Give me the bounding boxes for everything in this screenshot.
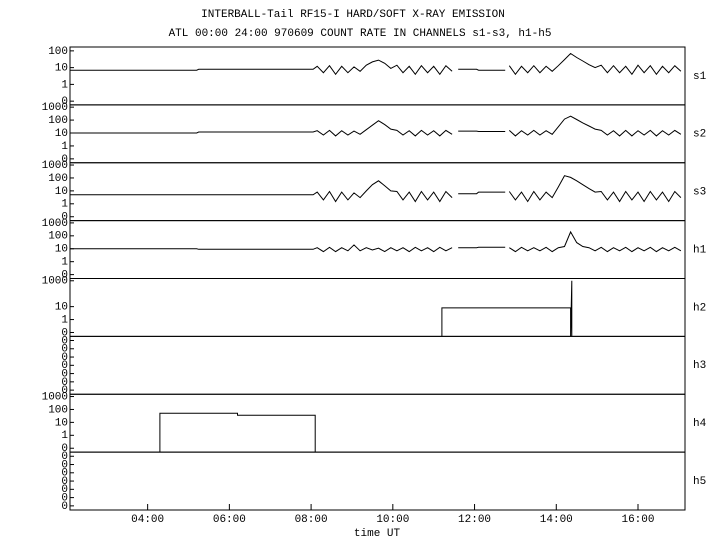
y-tick-label: 1 [61, 430, 68, 442]
panel-label: s2 [693, 129, 706, 141]
y-tick-label: 1000 [42, 102, 68, 114]
y-tick-label: 1000 [42, 218, 68, 230]
data-line [70, 52, 682, 76]
chart-title: INTERBALL-Tail RF15-I HARD/SOFT X-RAY EM… [201, 9, 505, 21]
x-tick-label: 16:00 [621, 514, 654, 526]
y-tick-label: 10 [55, 302, 68, 314]
y-tick-label: 0 [61, 476, 68, 488]
y-tick-label: 100 [48, 173, 68, 185]
y-tick-label: 0 [61, 270, 68, 282]
panel-frame [69, 278, 686, 337]
y-tick-label: 100 [48, 231, 68, 243]
y-tick-label: 1 [61, 314, 68, 326]
y-tick-label: 10 [55, 186, 68, 198]
x-tick-label: 04:00 [131, 514, 164, 526]
panel-label: h2 [693, 302, 706, 314]
y-tick-label: 1000 [42, 276, 68, 288]
y-tick-label: 0 [61, 327, 68, 339]
panel-label: h4 [693, 418, 707, 430]
y-tick-label: 10 [55, 128, 68, 140]
panel-frame [69, 393, 686, 453]
y-tick-label: 100 [48, 404, 68, 416]
panel-label: s1 [693, 71, 707, 83]
panel-label: s3 [693, 187, 706, 199]
x-tick-label: 08:00 [295, 514, 328, 526]
data-line [159, 412, 316, 453]
y-tick-label: 0 [61, 344, 68, 356]
y-tick-label: 0 [61, 468, 68, 480]
y-tick-label: 100 [48, 46, 68, 58]
y-tick-label: 0 [61, 501, 68, 513]
panel-label: h3 [693, 360, 706, 372]
x-axis-label: time UT [354, 528, 401, 540]
data-line [441, 280, 573, 337]
y-tick-label: 1000 [42, 391, 68, 403]
y-tick-label: 1 [61, 257, 68, 269]
panel-frame [69, 162, 686, 222]
panel-label: h1 [693, 244, 707, 256]
y-tick-label: 10 [55, 244, 68, 256]
panel-frame [69, 335, 686, 395]
y-tick-label: 10 [55, 417, 68, 429]
panel-frame [69, 46, 686, 106]
panel-frame [69, 104, 686, 164]
y-tick-label: 1000 [42, 160, 68, 172]
y-tick-label: 1 [61, 79, 68, 91]
chart-subtitle: ATL 00:00 24:00 970609 COUNT RATE IN CHA… [169, 28, 552, 40]
y-tick-label: 0 [61, 96, 68, 108]
y-tick-label: 0 [61, 360, 68, 372]
y-tick-label: 100 [48, 115, 68, 127]
y-tick-label: 0 [61, 368, 68, 380]
data-line [70, 230, 682, 253]
y-tick-label: 1 [61, 199, 68, 211]
x-tick-label: 06:00 [213, 514, 246, 526]
panel-frame [69, 451, 686, 511]
y-tick-label: 1 [61, 141, 68, 153]
y-tick-label: 10 [55, 63, 68, 75]
y-tick-label: 0 [61, 385, 68, 397]
y-tick-label: 0 [61, 377, 68, 389]
y-tick-label: 0 [61, 484, 68, 496]
y-tick-label: 0 [61, 212, 68, 224]
panel-label: h5 [693, 476, 706, 488]
y-tick-label: 0 [61, 352, 68, 364]
data-line [70, 175, 682, 203]
y-tick-label: 0 [61, 459, 68, 471]
y-tick-label: 0 [61, 335, 68, 347]
x-tick-label: 12:00 [458, 514, 491, 526]
y-tick-label: 0 [61, 451, 68, 463]
data-line [70, 115, 682, 137]
x-tick-label: 14:00 [540, 514, 573, 526]
y-tick-label: 0 [61, 493, 68, 505]
y-tick-label: 0 [61, 154, 68, 166]
y-tick-label: 0 [61, 443, 68, 455]
x-tick-label: 10:00 [376, 514, 409, 526]
